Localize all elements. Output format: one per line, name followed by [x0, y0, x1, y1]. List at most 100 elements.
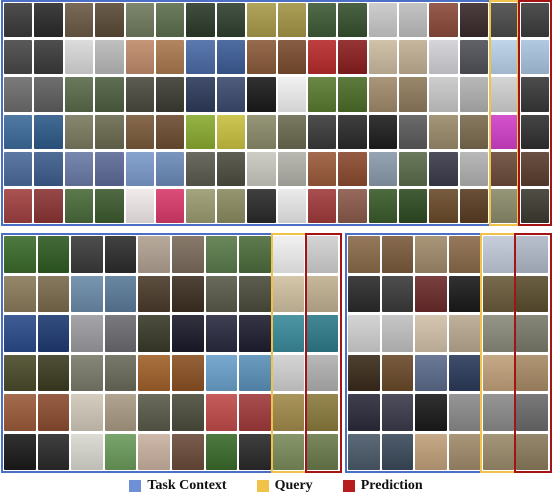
thumbnail-image — [37, 275, 70, 312]
thumbnail-image — [34, 151, 63, 186]
thumbnail-image — [448, 354, 481, 391]
thumbnail-image — [155, 114, 185, 149]
thumbnail-image — [95, 151, 124, 186]
thumbnail-image — [34, 3, 63, 38]
thumbnail-image — [348, 433, 380, 470]
panel-bottom-left-grid — [4, 236, 338, 470]
thumbnail-image — [64, 151, 94, 186]
thumbnail-image — [4, 433, 36, 470]
thumbnail-image — [482, 236, 515, 273]
thumbnail-image — [4, 275, 36, 312]
thumbnail-image — [37, 236, 70, 273]
thumbnail-image — [138, 394, 170, 431]
thumbnail-image — [172, 275, 204, 312]
thumbnail-image — [429, 3, 458, 38]
legend-item-prediction: Prediction — [342, 478, 423, 494]
thumbnail-image — [415, 354, 447, 391]
thumbnail-image — [306, 236, 338, 273]
thumbnail-image — [490, 188, 519, 223]
thumbnail-image — [125, 151, 154, 186]
thumbnail-image — [348, 236, 380, 273]
thumbnail-image — [429, 40, 458, 75]
thumbnail-image — [239, 315, 271, 352]
thumbnail-image — [172, 315, 204, 352]
thumbnail-image — [155, 40, 185, 75]
thumbnail-image — [95, 77, 124, 112]
thumbnail-image — [172, 354, 204, 391]
thumbnail-image — [64, 3, 94, 38]
thumbnail-image — [155, 188, 185, 223]
thumbnail-image — [125, 114, 154, 149]
thumbnail-image — [307, 114, 337, 149]
thumbnail-image — [138, 315, 170, 352]
thumbnail-image — [71, 394, 103, 431]
thumbnail-image — [95, 114, 124, 149]
thumbnail-image — [37, 394, 70, 431]
thumbnail-image — [399, 77, 428, 112]
thumbnail-image — [34, 188, 63, 223]
thumbnail-image — [307, 188, 337, 223]
thumbnail-image — [272, 275, 305, 312]
thumbnail-image — [205, 394, 238, 431]
thumbnail-image — [104, 275, 137, 312]
thumbnail-image — [277, 114, 306, 149]
thumbnail-image — [4, 188, 33, 223]
thumbnail-image — [338, 114, 367, 149]
thumbnail-image — [155, 3, 185, 38]
thumbnail-image — [448, 315, 481, 352]
thumbnail-image — [338, 151, 367, 186]
thumbnail-image — [381, 275, 414, 312]
panel-top-grid — [4, 3, 549, 223]
thumbnail-image — [71, 275, 103, 312]
thumbnail-image — [37, 315, 70, 352]
thumbnail-image — [429, 77, 458, 112]
thumbnail-image — [307, 151, 337, 186]
legend-item-query: Query — [256, 478, 313, 494]
thumbnail-image — [34, 77, 63, 112]
thumbnail-image — [71, 433, 103, 470]
thumbnail-image — [64, 188, 94, 223]
thumbnail-image — [368, 40, 398, 75]
thumbnail-image — [172, 394, 204, 431]
thumbnail-image — [125, 3, 154, 38]
thumbnail-image — [4, 40, 33, 75]
thumbnail-image — [186, 3, 215, 38]
thumbnail-image — [239, 236, 271, 273]
thumbnail-image — [186, 40, 215, 75]
thumbnail-image — [429, 188, 458, 223]
thumbnail-image — [368, 77, 398, 112]
thumbnail-image — [247, 3, 276, 38]
thumbnail-image — [516, 275, 548, 312]
thumbnail-image — [239, 354, 271, 391]
thumbnail-image — [415, 394, 447, 431]
thumbnail-image — [37, 354, 70, 391]
thumbnail-image — [306, 433, 338, 470]
thumbnail-image — [306, 275, 338, 312]
thumbnail-image — [482, 315, 515, 352]
thumbnail-image — [216, 114, 246, 149]
thumbnail-image — [399, 114, 428, 149]
legend-swatch-query — [256, 480, 269, 492]
thumbnail-image — [205, 433, 238, 470]
thumbnail-image — [520, 114, 549, 149]
thumbnail-image — [172, 236, 204, 273]
thumbnail-image — [104, 394, 137, 431]
thumbnail-image — [516, 394, 548, 431]
thumbnail-image — [272, 236, 305, 273]
thumbnail-image — [381, 394, 414, 431]
thumbnail-image — [368, 188, 398, 223]
thumbnail-image — [34, 114, 63, 149]
thumbnail-image — [172, 433, 204, 470]
thumbnail-image — [399, 188, 428, 223]
thumbnail-image — [338, 40, 367, 75]
thumbnail-image — [95, 188, 124, 223]
thumbnail-image — [482, 275, 515, 312]
thumbnail-image — [520, 40, 549, 75]
thumbnail-image — [415, 236, 447, 273]
thumbnail-image — [307, 77, 337, 112]
thumbnail-image — [307, 40, 337, 75]
thumbnail-image — [490, 151, 519, 186]
thumbnail-image — [459, 151, 489, 186]
thumbnail-image — [368, 114, 398, 149]
